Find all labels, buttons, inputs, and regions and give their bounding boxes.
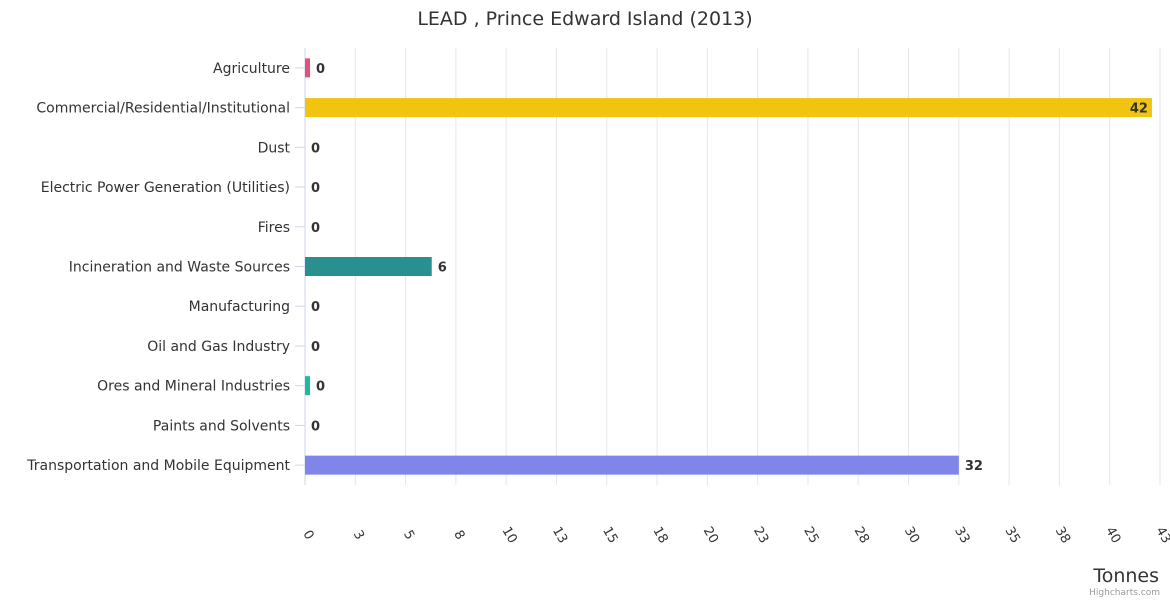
x-axis-ticks: 0 3 5 8 10 13 15 18 20 23 25 28 30 33 35 38 40 43 [299,524,1170,546]
bar[interactable] [305,376,311,396]
data-label: 32 [965,459,983,474]
x-tick-label: 40 [1102,524,1123,546]
data-label: 6 [438,261,447,276]
data-label: 0 [311,221,320,236]
data-labels: 0 42 0 0 0 6 0 0 0 0 32 [311,62,1148,474]
bar[interactable] [305,98,1152,118]
x-tick-label: 30 [901,524,922,546]
x-tick-label: 10 [499,524,520,546]
data-label: 0 [311,181,320,196]
x-tick-label: 28 [851,524,872,546]
grid-lines [295,48,1161,485]
x-tick-label: 13 [549,524,570,546]
category-label: Incineration and Waste Sources [69,260,290,276]
x-tick-label: 3 [350,528,367,543]
bars [305,58,1152,475]
data-label: 0 [316,62,325,77]
data-label: 0 [311,340,320,355]
category-label: Paints and Solvents [153,418,290,434]
credits-link[interactable]: Highcharts.com [1089,588,1160,598]
category-label: Transportation and Mobile Equipment [26,458,290,474]
x-tick-label: 38 [1052,524,1073,546]
bar[interactable] [305,58,311,78]
x-tick-label: 8 [450,528,467,543]
x-tick-label: 15 [599,524,620,546]
data-label: 0 [311,300,320,315]
x-tick-label: 35 [1002,524,1023,546]
category-label: Electric Power Generation (Utilities) [41,180,290,196]
data-label: 0 [311,141,320,156]
bar[interactable] [305,257,432,276]
x-tick-label: 23 [750,524,771,546]
bar[interactable] [305,455,959,475]
x-tick-label: 0 [299,528,316,543]
category-label: Fires [258,220,290,236]
category-label: Manufacturing [189,299,290,315]
x-tick-label: 25 [800,524,821,546]
category-label: Ores and Mineral Industries [97,379,290,395]
category-label: Dust [258,140,291,156]
chart-title: LEAD , Prince Edward Island (2013) [417,8,752,30]
category-labels: Agriculture Commercial/Residential/Instit… [26,61,290,474]
category-label: Oil and Gas Industry [147,339,290,355]
data-label: 0 [316,380,325,395]
x-tick-label: 43 [1152,524,1170,546]
x-tick-label: 33 [951,524,972,546]
x-tick-label: 20 [700,524,721,546]
category-label: Agriculture [213,61,290,77]
data-label: 42 [1130,102,1148,117]
category-label: Commercial/Residential/Institutional [36,101,290,117]
x-axis-title: Tonnes [1092,565,1159,587]
data-label: 0 [311,419,320,434]
x-tick-label: 18 [649,524,670,546]
x-tick-label: 5 [400,528,417,543]
